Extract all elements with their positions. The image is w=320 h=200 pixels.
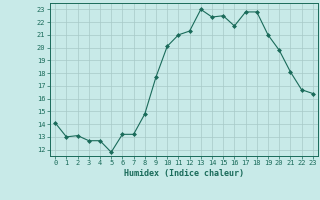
X-axis label: Humidex (Indice chaleur): Humidex (Indice chaleur)	[124, 169, 244, 178]
